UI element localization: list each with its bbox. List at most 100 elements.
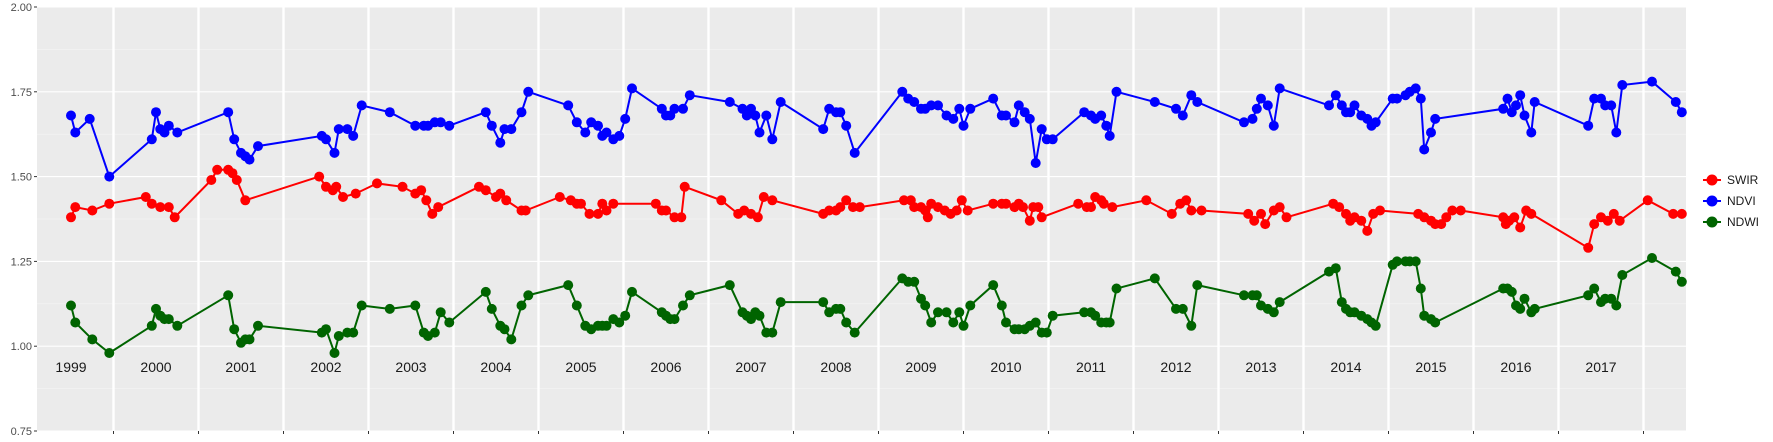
data-point-ndwi <box>104 348 115 358</box>
legend-key-point <box>1706 174 1718 186</box>
grid-major <box>37 6 1686 432</box>
data-point-ndvi <box>84 113 95 124</box>
data-point-swir <box>1375 205 1385 216</box>
data-point-swir <box>1186 205 1197 216</box>
data-point-ndvi <box>1519 110 1530 121</box>
data-point-swir <box>1260 219 1271 230</box>
data-point-ndwi <box>506 334 517 345</box>
data-point-ndwi <box>486 303 497 314</box>
data-point-swir <box>608 198 619 209</box>
data-point-ndwi <box>244 334 255 345</box>
series-ndvi <box>66 76 1687 182</box>
data-point-ndwi <box>627 286 637 297</box>
y-tick-label: 1.25 <box>11 256 32 268</box>
data-point-swir <box>1642 195 1653 206</box>
data-point-ndwi <box>356 300 367 311</box>
data-point-ndvi <box>948 113 959 124</box>
data-point-swir <box>1583 242 1594 253</box>
data-point-swir <box>1001 198 1011 209</box>
data-point-ndvi <box>1606 100 1617 111</box>
data-point-ndwi <box>835 303 846 314</box>
data-point-ndvi <box>614 130 625 141</box>
series-ndwi <box>66 253 1687 358</box>
year-label: 2000 <box>140 359 171 375</box>
data-point-swir <box>661 205 671 216</box>
data-point-ndvi <box>410 120 421 131</box>
data-point-swir <box>1243 208 1254 219</box>
data-point-swir <box>140 192 151 202</box>
data-point-ndvi <box>229 134 240 145</box>
data-point-swir <box>1196 205 1207 216</box>
data-point-ndwi <box>767 327 778 338</box>
data-point-ndwi <box>321 324 331 335</box>
data-point-ndvi <box>253 141 263 152</box>
data-point-ndwi <box>669 314 680 325</box>
data-point-ndwi <box>926 317 937 328</box>
data-point-ndvi <box>1030 158 1041 168</box>
data-point-ndwi <box>684 290 695 301</box>
data-point-ndvi <box>444 120 455 131</box>
x-axis <box>113 431 1644 434</box>
data-point-swir <box>1281 212 1292 223</box>
year-label: 2011 <box>1076 359 1106 375</box>
legend-key-point <box>1706 195 1718 207</box>
year-label: 2013 <box>1245 359 1276 375</box>
data-point-ndwi <box>1268 307 1279 318</box>
data-point-ndvi <box>849 147 860 158</box>
data-point-ndwi <box>775 297 786 308</box>
data-point-ndwi <box>146 320 157 331</box>
data-point-ndvi <box>1502 93 1513 104</box>
data-point-ndwi <box>1186 320 1197 331</box>
data-point-ndwi <box>229 324 240 335</box>
data-point-ndvi <box>172 127 183 138</box>
year-label: 2004 <box>480 359 511 375</box>
data-point-ndvi <box>1192 97 1203 107</box>
year-label: 2005 <box>565 359 596 375</box>
data-point-swir <box>676 212 687 223</box>
data-point-ndwi <box>1529 303 1540 314</box>
data-point-ndvi <box>1256 93 1266 104</box>
data-point-swir <box>1614 215 1625 226</box>
data-point-swir <box>1676 208 1687 219</box>
data-point-ndvi <box>1349 100 1360 111</box>
data-point-ndwi <box>1104 317 1115 328</box>
data-point-swir <box>988 198 999 209</box>
data-point-ndvi <box>333 124 344 135</box>
year-label: 2015 <box>1415 359 1446 375</box>
data-point-ndwi <box>1239 290 1249 301</box>
y-tick-label: 2.00 <box>11 2 32 14</box>
year-label: 2012 <box>1160 359 1191 375</box>
data-point-ndwi <box>1047 310 1058 321</box>
data-point-swir <box>1036 212 1047 223</box>
data-point-ndwi <box>958 320 969 331</box>
data-point-ndvi <box>70 127 81 138</box>
data-point-swir <box>1608 208 1619 219</box>
data-point-ndvi <box>593 120 603 131</box>
data-point-swir <box>501 195 512 206</box>
data-point-ndwi <box>620 310 631 321</box>
data-point-ndwi <box>941 307 952 318</box>
data-point-ndvi <box>1149 97 1160 107</box>
data-point-ndvi <box>1430 113 1441 124</box>
year-labels: 1999 2000 2001 2002 2003 2004 2005 2006 2007 2008… <box>55 359 1616 375</box>
data-point-ndvi <box>988 93 999 104</box>
data-point-ndvi <box>1186 90 1197 101</box>
data-point-swir <box>433 202 444 213</box>
y-tick-label: 1.50 <box>11 172 32 184</box>
data-point-ndvi <box>1515 90 1526 101</box>
data-point-ndvi <box>1009 117 1020 128</box>
data-point-swir <box>1107 202 1118 213</box>
data-point-ndvi <box>1047 134 1058 145</box>
data-point-swir <box>1073 198 1084 209</box>
data-point-ndwi <box>87 334 98 345</box>
data-point-ndwi <box>329 348 340 358</box>
data-point-ndvi <box>684 90 695 101</box>
year-label: 2002 <box>310 359 341 375</box>
data-point-ndvi <box>669 103 680 114</box>
data-point-ndwi <box>1583 290 1594 301</box>
legend: SWIR NDVI NDWI <box>1703 173 1759 229</box>
data-point-swir <box>1589 219 1600 230</box>
data-point-ndwi <box>163 314 174 325</box>
data-point-swir <box>1024 215 1035 226</box>
data-point-swir <box>767 195 778 206</box>
